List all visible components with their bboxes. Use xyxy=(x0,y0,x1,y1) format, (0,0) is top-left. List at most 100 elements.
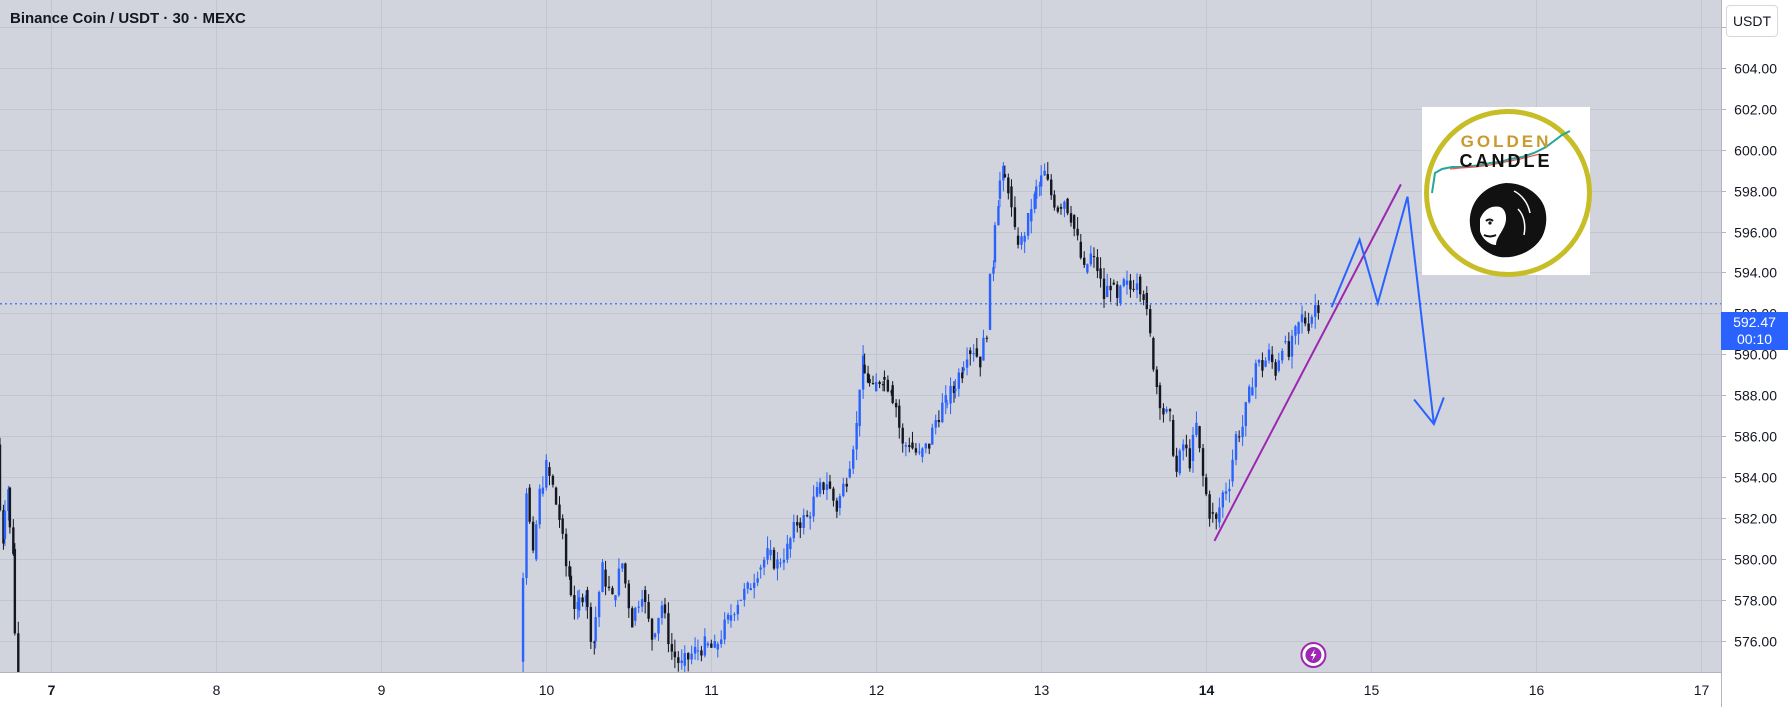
candle-down xyxy=(1162,403,1165,423)
candle-down xyxy=(952,381,956,403)
candle-body xyxy=(993,225,997,263)
candle-down xyxy=(1109,277,1112,303)
candle-body xyxy=(866,373,870,383)
candle-body xyxy=(937,420,941,423)
candle-body xyxy=(776,559,779,569)
candle-down xyxy=(835,497,839,519)
candle-down xyxy=(1010,179,1013,217)
candle-up xyxy=(944,385,947,415)
candle-down xyxy=(1072,214,1076,237)
candle-body xyxy=(957,372,961,389)
candle-up xyxy=(743,583,746,607)
candle-down xyxy=(1007,173,1010,200)
candle-body xyxy=(1020,236,1023,245)
candle-body xyxy=(535,524,538,560)
candle-body xyxy=(554,487,558,505)
candle-up xyxy=(640,589,644,613)
candle-body xyxy=(1208,494,1211,519)
candle-body xyxy=(1125,280,1129,285)
candle-body xyxy=(792,522,796,539)
candle-body xyxy=(1307,323,1310,332)
candle-up xyxy=(1135,273,1139,299)
candle-down xyxy=(1185,434,1188,457)
candle-body xyxy=(812,496,815,517)
candle-up xyxy=(1035,179,1038,209)
candle-body xyxy=(985,337,989,339)
golden-candle-logo: GOLDEN CANDLE xyxy=(1422,107,1592,277)
candle-body xyxy=(890,391,893,393)
candle-up xyxy=(825,472,829,500)
candle-down xyxy=(673,639,677,669)
candle-body xyxy=(2,510,5,544)
candle-body xyxy=(733,614,736,616)
candle-up xyxy=(904,442,908,457)
candle-body xyxy=(0,444,2,511)
candle-body xyxy=(564,533,568,567)
candle-up xyxy=(965,347,969,376)
candle-up xyxy=(614,594,617,607)
candle-up xyxy=(1086,263,1089,275)
candle-up xyxy=(634,606,637,626)
candle-body xyxy=(766,548,769,560)
candle-up xyxy=(729,604,733,628)
candle-up xyxy=(769,539,772,561)
candle-body xyxy=(713,640,716,648)
current-price-badge: 592.47 00:10 xyxy=(1721,312,1788,350)
candle-up xyxy=(723,612,726,645)
candle-up xyxy=(1178,448,1181,476)
candle-body xyxy=(13,549,17,634)
candle-up xyxy=(972,344,975,362)
candle-up xyxy=(1033,191,1036,214)
x-tick-label: 16 xyxy=(1529,682,1545,698)
candle-up xyxy=(855,411,858,461)
candle-up xyxy=(1228,479,1231,503)
candle-body xyxy=(594,617,597,642)
candle-body xyxy=(855,423,858,450)
candle-body xyxy=(825,484,829,490)
candle-down xyxy=(564,528,568,577)
candle-body xyxy=(545,460,548,488)
candle-down xyxy=(863,353,866,374)
candle-up xyxy=(792,514,796,543)
candle-body xyxy=(931,427,934,445)
candle-down xyxy=(1099,257,1102,288)
candle-body xyxy=(1059,206,1063,209)
candle-body xyxy=(949,385,952,404)
candle-body xyxy=(611,587,614,595)
candle-down xyxy=(12,519,15,556)
candle-body xyxy=(1076,228,1079,236)
candle-down xyxy=(604,560,607,596)
candle-down xyxy=(1083,251,1086,268)
x-tick-label: 13 xyxy=(1034,682,1050,698)
candle-down xyxy=(891,381,894,405)
candle-body xyxy=(1261,360,1264,371)
candle-body xyxy=(1010,186,1013,208)
candle-body xyxy=(1112,282,1115,285)
candle-up xyxy=(815,481,819,498)
candle-up xyxy=(1038,181,1041,197)
candle-body xyxy=(621,563,624,569)
candle-body xyxy=(1023,235,1026,242)
candle-down xyxy=(1132,279,1135,292)
candle-up xyxy=(538,484,541,529)
y-tick-label: 586.00 xyxy=(1734,429,1777,445)
candle-up xyxy=(541,476,545,497)
candle-up xyxy=(1234,431,1238,466)
x-tick-label: 14 xyxy=(1199,682,1215,698)
y-tick-label: 600.00 xyxy=(1734,143,1777,159)
candle-up xyxy=(1026,212,1030,240)
currency-button[interactable]: USDT xyxy=(1726,5,1778,37)
candle-up xyxy=(1314,293,1317,329)
candle-body xyxy=(988,273,992,330)
candle-body xyxy=(1116,284,1119,298)
candle-down xyxy=(558,496,561,528)
candle-up xyxy=(808,511,812,530)
candle-up xyxy=(997,200,1000,226)
candle-up xyxy=(1281,348,1284,364)
candle-up xyxy=(921,447,924,463)
candle-body xyxy=(1105,285,1109,298)
candle-body xyxy=(1188,448,1192,469)
candle-down xyxy=(1198,425,1201,453)
candle-up xyxy=(1300,305,1304,334)
candle-body xyxy=(918,451,921,453)
